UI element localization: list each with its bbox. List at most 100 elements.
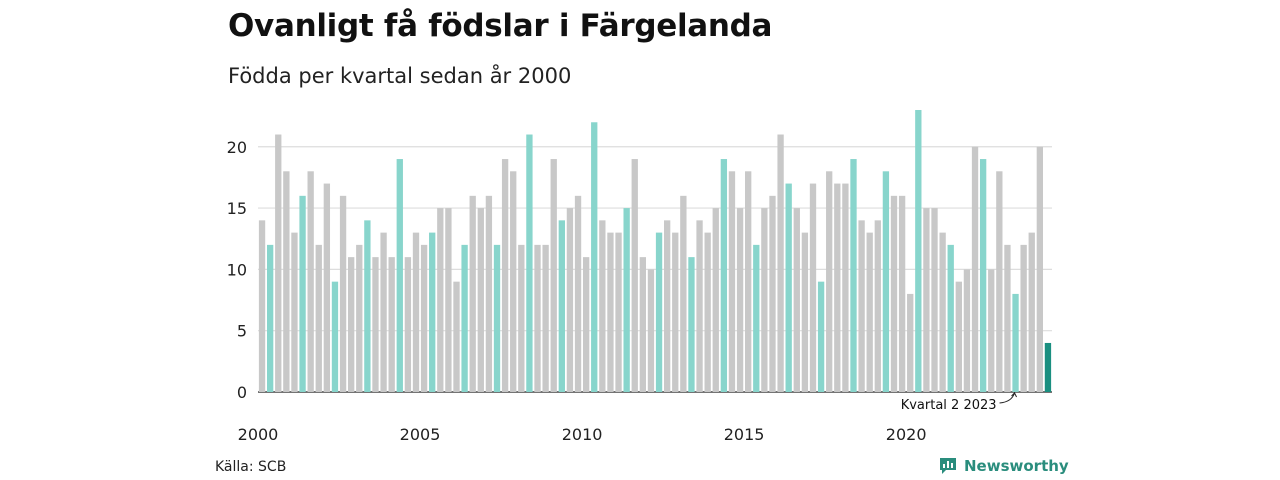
bar	[696, 220, 703, 392]
bar	[307, 171, 314, 392]
bar	[631, 159, 638, 392]
bar	[785, 183, 792, 392]
y-axis-ticks: 0 5 10 15 20	[227, 138, 247, 402]
bar	[275, 134, 282, 393]
bar	[842, 183, 849, 392]
bar	[599, 220, 606, 392]
x-tick-label: 2010	[562, 425, 603, 444]
bar	[907, 293, 914, 392]
bar	[1012, 293, 1019, 392]
bar	[258, 220, 266, 392]
bar	[890, 195, 898, 392]
bar	[1004, 244, 1011, 392]
y-tick-label: 10	[227, 260, 247, 279]
bar	[850, 159, 857, 392]
bar	[809, 183, 817, 392]
chart-subtitle: Födda per kvartal sedan år 2000	[228, 64, 572, 88]
bar	[971, 146, 979, 392]
bar	[510, 171, 517, 392]
bar	[420, 244, 428, 392]
bar	[437, 208, 444, 392]
bar	[801, 232, 809, 392]
x-tick-label: 2020	[886, 425, 927, 444]
bar	[720, 159, 728, 392]
bar	[704, 232, 711, 392]
bar	[866, 232, 873, 392]
bar	[526, 134, 533, 393]
bar	[396, 159, 403, 392]
bar	[688, 257, 695, 392]
y-tick-label: 15	[227, 199, 247, 218]
bar	[372, 257, 379, 392]
bar	[388, 257, 395, 392]
bar	[826, 171, 833, 392]
bar	[485, 195, 493, 392]
bar	[639, 257, 647, 392]
bar	[663, 220, 671, 392]
brand-logo[interactable]: Newsworthy	[938, 456, 1069, 476]
bar	[939, 232, 946, 392]
bar	[348, 257, 355, 392]
annotation: Kvartal 2 2023	[901, 392, 1017, 413]
bar	[858, 220, 865, 392]
bar	[777, 134, 784, 393]
bar	[518, 244, 525, 392]
bar	[501, 159, 509, 392]
bar	[582, 257, 590, 392]
bar	[534, 244, 541, 392]
bar	[429, 232, 436, 392]
bar	[947, 244, 954, 392]
annotation-arrow	[999, 392, 1016, 404]
y-tick-label: 5	[237, 322, 247, 341]
bar	[364, 220, 371, 392]
bar	[1036, 146, 1044, 392]
bar	[996, 171, 1003, 392]
bar	[1028, 232, 1035, 392]
bar	[266, 244, 274, 392]
bar	[955, 281, 962, 392]
bar	[291, 232, 298, 392]
bar	[728, 171, 736, 392]
bar	[477, 208, 484, 392]
bar	[615, 232, 622, 392]
brand-name: Newsworthy	[964, 457, 1069, 475]
bar	[469, 195, 476, 392]
bar	[1044, 342, 1052, 392]
bar	[931, 208, 938, 392]
bar	[647, 269, 655, 392]
bar	[979, 159, 987, 392]
bar	[461, 244, 468, 392]
bar	[566, 208, 574, 392]
bar	[769, 195, 776, 392]
bar	[574, 195, 582, 392]
y-tick-label: 20	[227, 138, 247, 157]
newsworthy-icon	[940, 458, 956, 474]
bar	[542, 244, 549, 392]
bar	[323, 183, 331, 392]
y-tick-label: 0	[237, 383, 247, 402]
bar	[882, 171, 890, 392]
annotation-label: Kvartal 2 2023	[901, 398, 997, 413]
bar	[404, 257, 412, 392]
bar	[915, 110, 922, 392]
bar	[453, 281, 460, 392]
bar	[736, 208, 744, 392]
bar	[591, 122, 598, 393]
bar	[898, 195, 906, 392]
bar	[874, 220, 881, 392]
source-note: Källa: SCB	[215, 459, 287, 475]
bar	[380, 232, 387, 392]
bar	[283, 171, 290, 392]
x-tick-label: 2000	[238, 425, 279, 444]
x-tick-label: 2005	[400, 425, 441, 444]
bar	[558, 220, 565, 392]
bar	[753, 244, 760, 392]
bar	[623, 208, 630, 392]
bar	[331, 281, 339, 392]
bar	[607, 232, 614, 392]
bar	[712, 208, 719, 392]
bar	[493, 244, 501, 392]
bar	[817, 281, 825, 392]
bar	[793, 208, 800, 392]
